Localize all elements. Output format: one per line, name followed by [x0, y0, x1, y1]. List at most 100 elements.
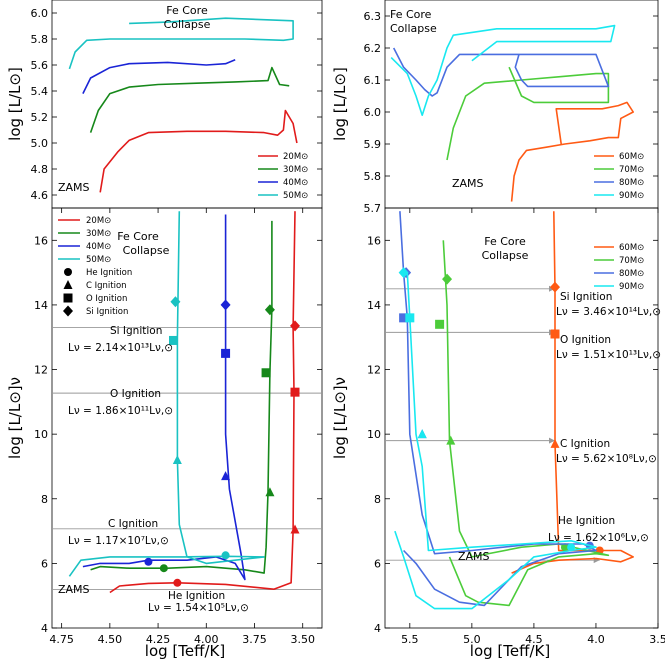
he-ignition-label: He Ignition	[168, 590, 225, 602]
o-ignition-label: O Ignition	[560, 334, 611, 346]
legend-marker-label-he: He Ignition	[86, 268, 132, 278]
collapse-label: Collapse	[390, 22, 437, 35]
ytick-label: 14	[367, 299, 381, 312]
series-90-line	[394, 272, 597, 610]
series-30-si-marker	[264, 304, 275, 316]
series-70-he-marker	[560, 543, 569, 552]
series-50-c-marker	[172, 455, 182, 464]
legend-label-20: 20M⊙	[283, 152, 308, 162]
top-left-series-group	[68, 17, 298, 193]
series-90-o-marker	[405, 313, 415, 323]
series-20-he-marker	[173, 578, 182, 587]
series-70-o-marker	[435, 319, 445, 329]
ytick-label: 6	[41, 557, 48, 570]
si-ignition-label: Si Ignition	[560, 291, 612, 303]
bottom-right-series-group	[394, 211, 635, 610]
ytick-label: 16	[367, 234, 381, 247]
bottom-left-panel: 4 6 8 10 12 14 16 4.75 4.50 4.25 4.00 3.75 3.50 Fe Co…	[34, 207, 323, 646]
series-30-c-marker	[265, 487, 275, 497]
he-ignition-lum: Lν = 1.62×10⁶Lν,⊙	[548, 532, 649, 544]
legend-label-30: 30M⊙	[86, 229, 111, 239]
legend-label-60: 60M⊙	[619, 152, 644, 162]
ytick-label: 6.0	[364, 106, 382, 119]
bottom-right-xlabel: log [Teff/K]	[470, 642, 550, 660]
series-20-line	[109, 211, 296, 594]
top-right-ylabel: log [L/L⊙]	[331, 67, 349, 141]
c-ignition-lum: Lν = 1.17×10⁷Lν,⊙	[68, 535, 169, 547]
legend-label-40: 40M⊙	[86, 242, 111, 252]
ytick-label: 10	[34, 428, 48, 441]
o-ignition-lum: Lν = 1.51×10¹³Lν,⊙	[556, 349, 661, 361]
legend-marker-o	[63, 293, 73, 303]
ytick-label: 12	[367, 364, 381, 377]
collapse-label: Collapse	[482, 249, 529, 262]
xtick-label: 3.50	[290, 633, 315, 646]
legend-label-90: 90M⊙	[619, 191, 644, 201]
svg-text:log [L/L⊙]: log [L/L⊙]	[6, 67, 24, 141]
ytick-label: 4	[41, 622, 48, 635]
series-70-c-marker	[446, 435, 456, 445]
ytick-label: 5.7	[364, 202, 382, 215]
ytick-label: 6.1	[364, 74, 382, 87]
ytick-label: 14	[34, 299, 48, 312]
legend-marker-c	[63, 280, 73, 289]
he-ignition-lum: Lν = 1.54×10⁵Lν,⊙	[148, 602, 249, 614]
series-70-si-marker	[442, 273, 453, 285]
collapse-label: Collapse	[123, 244, 170, 257]
series-40-si-marker	[220, 299, 231, 311]
series-90-he-marker	[567, 543, 576, 552]
ytick-label: 16	[34, 234, 48, 247]
legend-label-80: 80M⊙	[619, 178, 644, 188]
fe-core-label: Fe Core	[166, 4, 208, 17]
si-ignition-lum: Lν = 2.14×10¹³Lν,⊙	[68, 342, 173, 354]
series-90-si-marker	[398, 267, 409, 279]
ytick-label: 5.0	[31, 137, 49, 150]
legend-marker-he	[64, 268, 72, 276]
xtick-label: 5.5	[401, 633, 419, 646]
legend-label-70: 70M⊙	[619, 165, 644, 175]
series-40-o-marker	[221, 348, 231, 358]
bottom-left-frame	[51, 207, 323, 629]
series-90-c-marker	[417, 429, 427, 439]
series-90-line	[390, 24, 616, 116]
xtick-label: 4.25	[146, 633, 171, 646]
zams-label: ZAMS	[58, 181, 90, 194]
series-20-line	[99, 109, 298, 193]
legend-label-40: 40M⊙	[283, 178, 308, 188]
series-50-he-marker	[221, 551, 230, 560]
legend-label-50: 50M⊙	[283, 191, 308, 201]
legend-label-50: 50M⊙	[86, 255, 111, 265]
xtick-label: 3.5	[649, 633, 665, 646]
legend-label-80: 80M⊙	[619, 269, 644, 279]
ytick-label: 5.2	[31, 111, 49, 124]
xtick-label: 4.00	[194, 633, 219, 646]
series-60-line	[510, 101, 635, 202]
series-20-si-marker	[290, 320, 300, 332]
c-ignition-label: C Ignition	[108, 518, 158, 530]
ytick-label: 12	[34, 364, 48, 377]
legend-label-60: 60M⊙	[619, 243, 644, 253]
fe-core-label: Fe Core	[484, 235, 526, 248]
ytick-label: 4	[374, 622, 381, 635]
ytick-label: 5.4	[31, 85, 49, 98]
ytick-label: 4.8	[31, 163, 49, 176]
series-20-c-marker	[290, 524, 300, 534]
svg-text:log [L/L⊙]: log [L/L⊙]	[331, 67, 349, 141]
he-ignition-label: He Ignition	[558, 515, 615, 527]
ytick-label: 10	[367, 428, 381, 441]
xtick-label: 4.0	[587, 633, 605, 646]
zams-label: ZAMS	[458, 550, 490, 563]
xtick-label: 4.75	[49, 633, 74, 646]
zams-label: ZAMS	[58, 583, 90, 596]
legend-label-30: 30M⊙	[283, 165, 308, 175]
ytick-label: 6.0	[31, 7, 49, 20]
si-ignition-label: Si Ignition	[110, 325, 162, 337]
series-80-line	[392, 47, 610, 97]
ytick-label: 6	[374, 557, 381, 570]
fe-core-label: Fe Core	[117, 230, 159, 243]
bottom-left-ylabel: log [L/L⊙]ν	[6, 377, 24, 459]
ytick-label: 5.8	[364, 170, 382, 183]
legend-label-90: 90M⊙	[619, 282, 644, 292]
top-left-frame	[51, 0, 323, 209]
